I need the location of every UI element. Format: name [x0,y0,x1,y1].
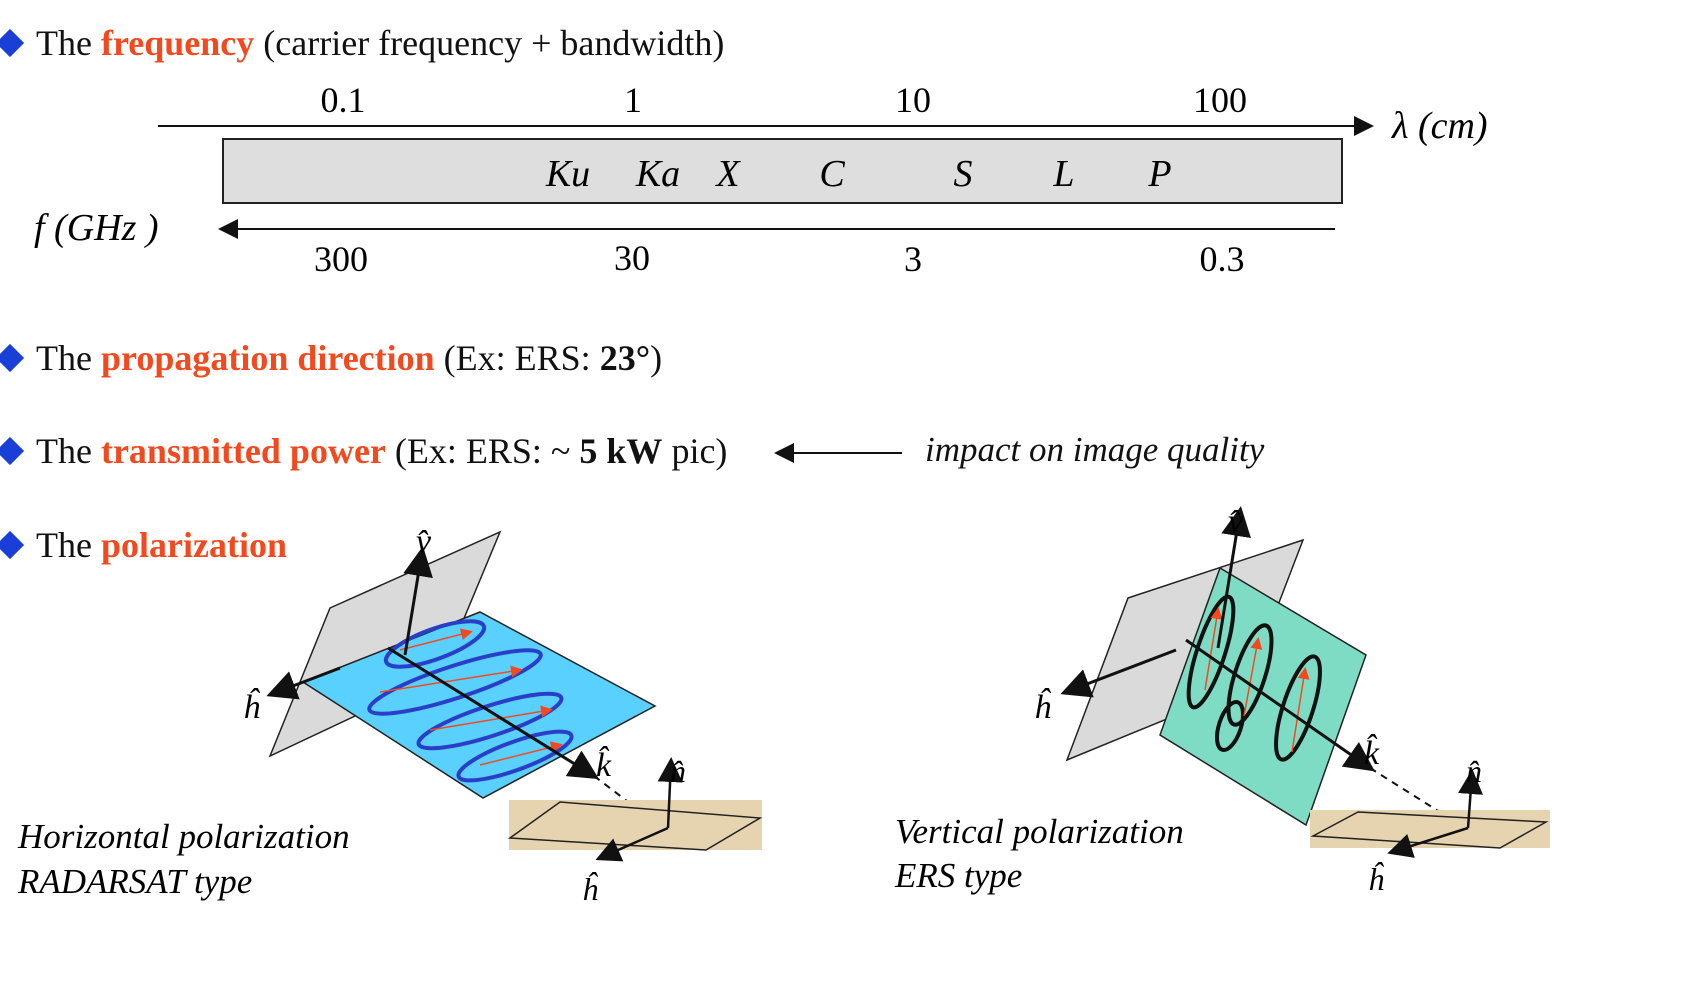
frequency-note: (carrier frequency + bandwidth) [263,23,725,63]
propagation-close: ) [650,338,663,378]
vertical-polarization-diagram: v̂ ĥ k̂ n̂ ĥ Vertical polarization ERS t… [894,503,1550,897]
wavelength-tick: 0.1 [321,80,366,120]
bullet-prefix: The [36,23,92,63]
frequency-label: f (GHz ) [34,207,159,249]
power-ex: (Ex: ERS: ~ [394,431,571,471]
axis-v-label: v̂ [1228,503,1244,540]
keyword-frequency: frequency [100,23,255,63]
power-value: 5 kW [579,431,663,471]
bullet-propagation: The propagation direction (Ex: ERS: 23°) [0,337,662,379]
wavelength-tick: 100 [1193,80,1247,120]
spectrum-diagram: 0.1 1 10 100 λ (cm) Ku Ka X C S L P f (G… [34,80,1488,279]
band-label: Ku [545,153,590,195]
band-label: C [819,153,845,195]
horizontal-polarization-diagram: v̂ ĥ k̂ n̂ ĥ Horizontal polarization RAD… [17,523,763,907]
power-impact-note: impact on image quality [925,430,1265,469]
axis-n-label: n̂ [670,753,686,789]
bullet-frequency: The frequency (carrier frequency + bandw… [0,22,724,64]
frequency-tick: 30 [614,238,650,278]
axis-h-label: ĥ [582,871,599,907]
keyword-polarization: polarization [100,525,287,565]
caption-horizontal-2: RADARSAT type [17,862,252,901]
keyword-power: transmitted power [100,431,386,471]
band-label: P [1147,153,1171,195]
bullet-prefix: The [36,338,92,378]
keyword-propagation: propagation direction [100,338,435,378]
axis-n-label: n̂ [1466,753,1482,789]
axis-v-label: v̂ [416,523,432,560]
bullet-prefix: The [36,431,92,471]
axis-h-label: ĥ [1368,861,1385,897]
band-label: L [1052,153,1074,195]
wavelength-label: λ (cm) [1391,105,1488,147]
propagation-ex: (Ex: ERS: [443,338,600,378]
field-vectors [1204,607,1310,753]
band-label: X [714,153,741,195]
frequency-tick: 300 [314,239,368,279]
axis-k-label: k̂ [596,745,612,784]
axis-k-label: k̂ [1364,733,1380,772]
bullet-power: The transmitted power (Ex: ERS: ~ 5 kW p… [0,430,727,472]
frequency-tick: 0.3 [1200,239,1245,279]
field-vectors [379,628,563,766]
bullet-prefix: The [36,525,92,565]
wavelength-tick: 1 [624,80,642,120]
propagation-value: 23° [599,338,651,378]
vertical-wave-plane [1159,566,1367,827]
band-strip [222,138,1343,204]
axis-h-label: ĥ [1034,688,1052,726]
bullet-polarization: The polarization [0,524,287,566]
caption-vertical-2: ERS type [894,856,1022,895]
band-label: S [954,153,973,195]
power-rest: pic) [671,431,728,471]
frequency-tick: 3 [904,239,922,279]
band-label: Ka [635,153,680,195]
wavelength-tick: 10 [895,80,931,120]
caption-vertical-1: Vertical polarization [895,812,1184,851]
caption-horizontal-1: Horizontal polarization [17,817,350,856]
axis-h-label: ĥ [243,688,261,726]
